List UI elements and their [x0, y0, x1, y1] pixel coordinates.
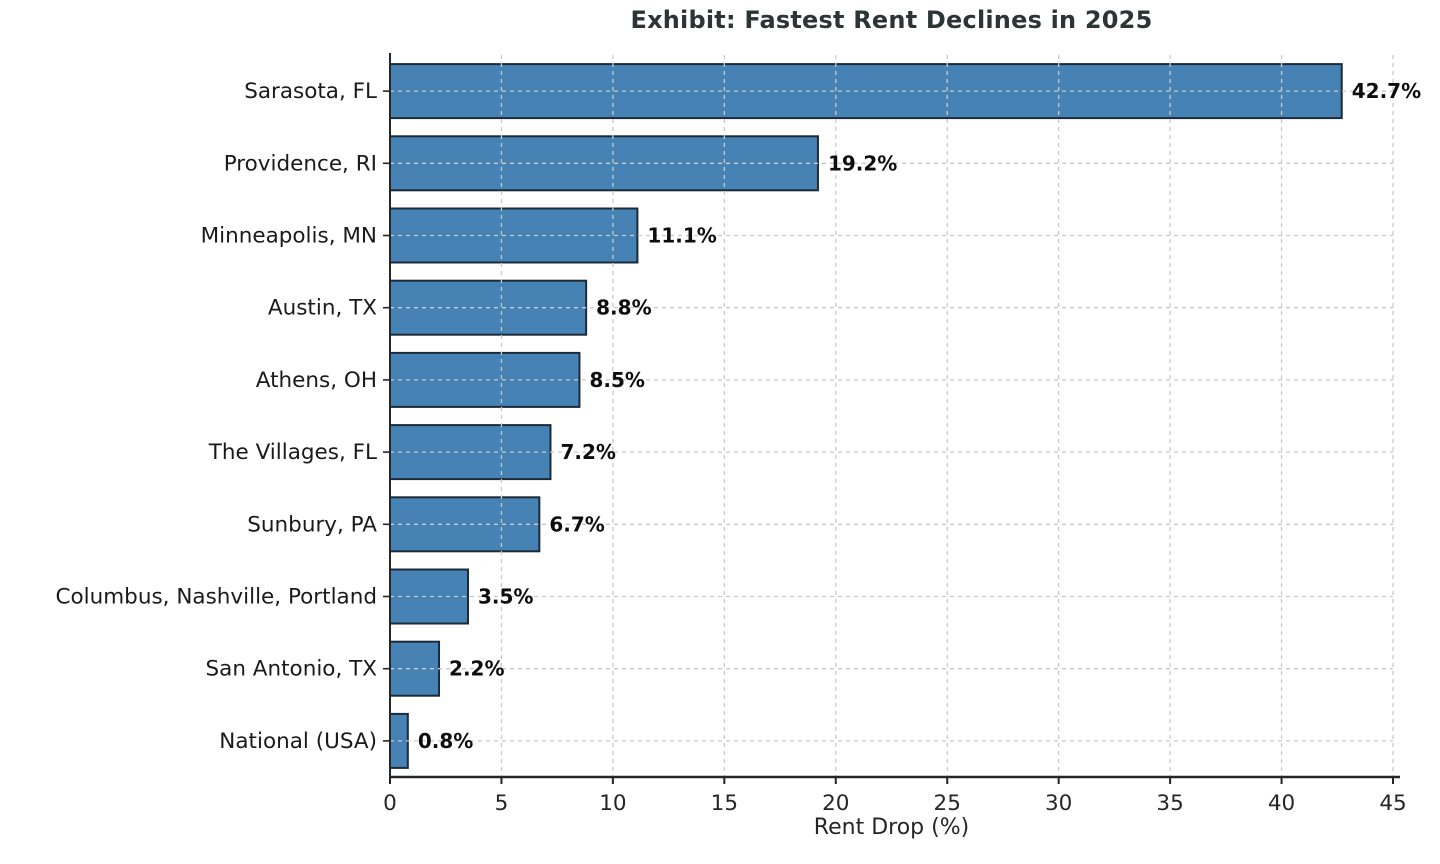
value-label: 3.5%	[478, 585, 533, 609]
x-tick-label: 35	[1156, 791, 1183, 816]
x-tick-label: 45	[1379, 791, 1406, 816]
category-label: Minneapolis, MN	[201, 224, 377, 249]
chart-title: Exhibit: Fastest Rent Declines in 2025	[630, 6, 1153, 34]
value-label: 42.7%	[1352, 79, 1421, 103]
x-tick-label: 30	[1045, 791, 1072, 816]
value-label: 19.2%	[828, 151, 897, 175]
value-label: 11.1%	[647, 224, 716, 248]
category-label: The Villages, FL	[208, 440, 377, 465]
value-label: 8.5%	[589, 368, 644, 392]
value-label: 6.7%	[549, 512, 604, 536]
x-tick-label: 0	[383, 791, 397, 816]
category-label: Austin, TX	[268, 296, 377, 321]
x-tick-label: 10	[599, 791, 626, 816]
category-label: San Antonio, TX	[206, 657, 378, 682]
x-tick-label: 5	[495, 791, 509, 816]
bar-1	[389, 135, 819, 192]
category-label: National (USA)	[219, 729, 377, 754]
category-label: Sarasota, FL	[244, 79, 377, 104]
value-label: 7.2%	[560, 440, 615, 464]
value-label: 2.2%	[449, 657, 504, 681]
value-label: 0.8%	[418, 729, 473, 753]
x-tick-label: 15	[711, 791, 738, 816]
category-label: Columbus, Nashville, Portland	[55, 585, 377, 610]
x-tick-label: 25	[934, 791, 961, 816]
bar-4	[389, 351, 581, 408]
category-label: Sunbury, PA	[247, 512, 377, 537]
category-label: Providence, RI	[224, 151, 377, 176]
x-tick-label: 20	[822, 791, 849, 816]
value-label: 8.8%	[596, 296, 651, 320]
x-tick-label: 40	[1268, 791, 1295, 816]
category-label: Athens, OH	[256, 368, 377, 393]
x-axis-label: Rent Drop (%)	[813, 815, 970, 840]
